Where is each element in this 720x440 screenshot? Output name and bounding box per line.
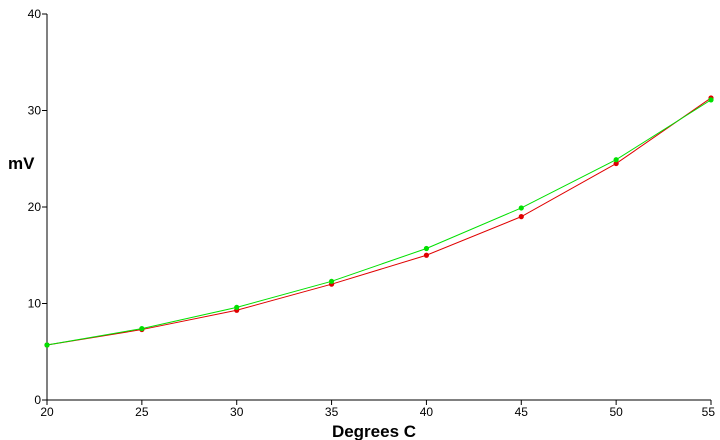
x-tick-label: 20 <box>40 405 54 419</box>
series-1-point <box>423 252 430 258</box>
x-ticks: 20 25 30 35 40 45 50 55 <box>40 400 715 419</box>
series-2-point <box>613 157 619 163</box>
y-tick-label: 10 <box>28 297 42 311</box>
series-2-point <box>139 325 145 332</box>
y-ticks: 0 10 20 30 40 <box>28 7 47 407</box>
y-tick-label: 30 <box>28 104 42 118</box>
series-layer <box>44 95 714 348</box>
series-2-line <box>46 99 712 346</box>
y-tick-label: 40 <box>28 7 42 21</box>
y-tick-label: 0 <box>34 393 41 407</box>
x-tick-label: 25 <box>135 405 149 419</box>
plot-area: 20 25 30 35 40 45 50 55 0 10 20 30 40 <box>28 7 716 419</box>
series-2-point <box>44 342 50 348</box>
x-tick-label: 40 <box>420 405 434 419</box>
y-axis-title: mV <box>8 154 35 173</box>
x-tick-label: 55 <box>702 405 716 419</box>
series-1-point <box>518 214 524 220</box>
x-tick-label: 35 <box>325 405 339 419</box>
series-1-line <box>46 97 712 346</box>
series-1-point <box>613 160 619 167</box>
series-2-point <box>708 97 714 103</box>
series-2-point <box>518 205 524 211</box>
x-tick-label: 30 <box>230 405 244 419</box>
series-2-point <box>328 278 335 284</box>
x-tick-label: 45 <box>515 405 529 419</box>
series-2-point <box>423 245 430 252</box>
x-axis-title: Degrees C <box>332 422 416 440</box>
series-2-point <box>234 304 240 310</box>
x-tick-label: 50 <box>609 405 623 419</box>
y-tick-label: 20 <box>28 200 42 214</box>
